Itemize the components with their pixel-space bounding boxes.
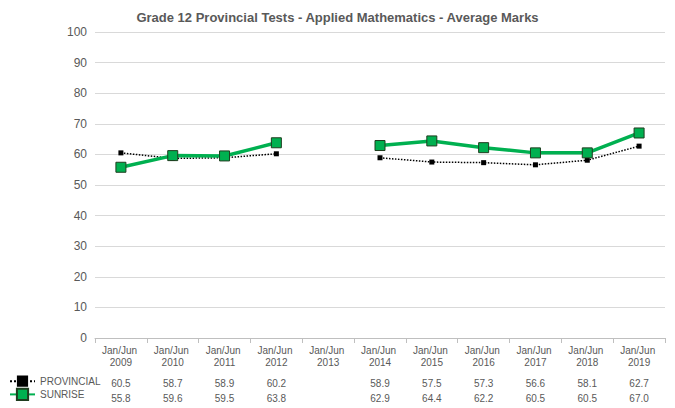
svg-text:Jan/Jun: Jan/Jun (465, 345, 503, 356)
svg-text:Jan/Jun: Jan/Jun (620, 345, 658, 356)
svg-text:Jan/Jun: Jan/Jun (568, 345, 606, 356)
svg-text:SUNRISE: SUNRISE (40, 389, 85, 400)
svg-text:40: 40 (74, 209, 88, 223)
svg-text:Jan/Jun: Jan/Jun (102, 345, 140, 356)
svg-text:60: 60 (74, 147, 88, 161)
svg-text:0: 0 (80, 331, 87, 345)
svg-text:30: 30 (74, 239, 88, 253)
svg-text:2013: 2013 (317, 357, 340, 368)
svg-text:2017: 2017 (524, 357, 547, 368)
svg-text:10: 10 (74, 300, 88, 314)
svg-text:63.8: 63.8 (267, 393, 287, 404)
svg-text:67.0: 67.0 (629, 393, 649, 404)
svg-text:Grade 12 Provincial Tests - Ap: Grade 12 Provincial Tests - Applied Math… (136, 10, 538, 25)
svg-text:60.5: 60.5 (578, 393, 598, 404)
svg-text:2011: 2011 (214, 357, 236, 368)
svg-text:58.1: 58.1 (578, 378, 598, 389)
svg-text:100: 100 (67, 25, 87, 39)
svg-text:2010: 2010 (162, 357, 185, 368)
svg-text:Jan/Jun: Jan/Jun (413, 345, 451, 356)
svg-text:62.2: 62.2 (474, 393, 494, 404)
svg-text:59.6: 59.6 (163, 393, 183, 404)
svg-text:57.3: 57.3 (474, 378, 494, 389)
svg-text:Jan/Jun: Jan/Jun (154, 345, 192, 356)
svg-text:Jan/Jun: Jan/Jun (517, 345, 555, 356)
svg-text:20: 20 (74, 270, 88, 284)
svg-text:90: 90 (74, 56, 88, 70)
svg-text:Jan/Jun: Jan/Jun (206, 345, 244, 356)
svg-text:58.7: 58.7 (163, 378, 183, 389)
svg-text:2016: 2016 (473, 357, 496, 368)
svg-text:70: 70 (74, 117, 88, 131)
svg-text:2015: 2015 (421, 357, 444, 368)
svg-text:2012: 2012 (265, 357, 288, 368)
svg-text:59.5: 59.5 (215, 393, 235, 404)
svg-text:Jan/Jun: Jan/Jun (257, 345, 295, 356)
svg-text:58.9: 58.9 (215, 378, 235, 389)
svg-text:62.7: 62.7 (629, 378, 649, 389)
svg-text:60.5: 60.5 (526, 393, 546, 404)
svg-text:60.5: 60.5 (111, 378, 131, 389)
svg-text:55.8: 55.8 (111, 393, 131, 404)
svg-text:56.6: 56.6 (526, 378, 546, 389)
svg-text:PROVINCIAL: PROVINCIAL (40, 376, 101, 387)
svg-text:58.9: 58.9 (370, 378, 390, 389)
svg-text:2018: 2018 (576, 357, 599, 368)
svg-text:Jan/Jun: Jan/Jun (309, 345, 347, 356)
svg-text:64.4: 64.4 (422, 393, 442, 404)
svg-text:60.2: 60.2 (267, 378, 287, 389)
svg-text:2014: 2014 (369, 357, 392, 368)
svg-text:62.9: 62.9 (370, 393, 390, 404)
svg-text:2009: 2009 (110, 357, 133, 368)
svg-text:57.5: 57.5 (422, 378, 442, 389)
svg-text:2019: 2019 (628, 357, 651, 368)
svg-text:80: 80 (74, 86, 88, 100)
svg-text:50: 50 (74, 178, 88, 192)
svg-text:Jan/Jun: Jan/Jun (361, 345, 399, 356)
